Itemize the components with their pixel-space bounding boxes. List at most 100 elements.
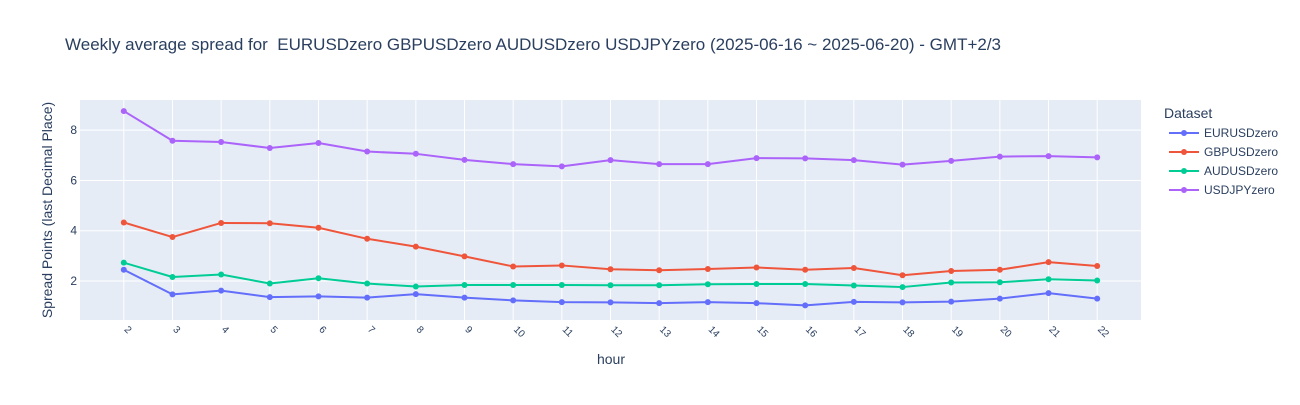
data-point[interactable] — [558, 163, 565, 170]
data-point[interactable] — [266, 220, 273, 227]
data-point[interactable] — [266, 145, 273, 152]
data-point[interactable] — [996, 153, 1003, 160]
data-point[interactable] — [315, 293, 322, 300]
data-point[interactable] — [169, 137, 176, 144]
data-point[interactable] — [607, 299, 614, 306]
data-point[interactable] — [1094, 277, 1101, 284]
data-point[interactable] — [461, 282, 468, 289]
legend-item-audusdzero[interactable]: AUDUSDzero — [1169, 164, 1278, 178]
data-point[interactable] — [607, 266, 614, 273]
data-point[interactable] — [169, 234, 176, 241]
data-point[interactable] — [704, 281, 711, 288]
data-point[interactable] — [558, 282, 565, 289]
x-tick-label: 19 — [949, 324, 965, 340]
data-point[interactable] — [412, 291, 419, 298]
data-point[interactable] — [1094, 262, 1101, 269]
data-point[interactable] — [120, 259, 127, 266]
data-point[interactable] — [607, 282, 614, 289]
data-point[interactable] — [120, 219, 127, 226]
data-point[interactable] — [412, 150, 419, 157]
data-point[interactable] — [1094, 154, 1101, 161]
legend[interactable]: Dataset EURUSDzero GBPUSDzero AUDUSDzero US… — [1164, 105, 1278, 197]
series-eurusdzero[interactable] — [120, 266, 1101, 309]
data-point[interactable] — [753, 281, 760, 288]
data-point[interactable] — [315, 275, 322, 282]
data-point[interactable] — [315, 139, 322, 146]
data-point[interactable] — [461, 156, 468, 163]
data-point[interactable] — [461, 294, 468, 301]
data-point[interactable] — [704, 161, 711, 168]
data-point[interactable] — [364, 280, 371, 287]
legend-item-gbpusdzero[interactable]: GBPUSDzero — [1169, 145, 1278, 159]
data-point[interactable] — [218, 219, 225, 226]
data-point[interactable] — [802, 155, 809, 162]
data-point[interactable] — [656, 161, 663, 168]
data-point[interactable] — [802, 281, 809, 288]
data-point[interactable] — [461, 253, 468, 260]
data-point[interactable] — [753, 300, 760, 307]
data-point[interactable] — [510, 282, 517, 289]
legend-marker — [1181, 168, 1187, 174]
data-point[interactable] — [364, 148, 371, 155]
data-point[interactable] — [899, 299, 906, 306]
data-point[interactable] — [850, 298, 857, 305]
data-point[interactable] — [412, 243, 419, 250]
data-point[interactable] — [558, 262, 565, 269]
data-point[interactable] — [1094, 295, 1101, 302]
series-gbpusdzero[interactable] — [120, 219, 1101, 279]
data-point[interactable] — [656, 267, 663, 274]
data-point[interactable] — [948, 279, 955, 286]
data-point[interactable] — [1045, 259, 1052, 266]
data-point[interactable] — [169, 274, 176, 281]
legend-title: Dataset — [1164, 105, 1212, 121]
legend-item-eurusdzero[interactable]: EURUSDzero — [1169, 126, 1278, 140]
data-point[interactable] — [850, 157, 857, 164]
x-tick-label: 22 — [1095, 324, 1111, 340]
data-point[interactable] — [948, 157, 955, 164]
series-usdjpyzero[interactable] — [120, 108, 1101, 170]
data-point[interactable] — [996, 266, 1003, 273]
data-point[interactable] — [802, 302, 809, 309]
data-point[interactable] — [510, 263, 517, 270]
data-point[interactable] — [120, 108, 127, 115]
data-point[interactable] — [899, 284, 906, 291]
data-point[interactable] — [704, 299, 711, 306]
data-point[interactable] — [266, 294, 273, 301]
data-point[interactable] — [218, 138, 225, 145]
data-point[interactable] — [607, 157, 614, 164]
legend-label: USDJPYzero — [1204, 183, 1275, 197]
data-point[interactable] — [802, 266, 809, 273]
x-tick-label: 18 — [900, 324, 916, 340]
data-point[interactable] — [412, 283, 419, 290]
data-point[interactable] — [120, 266, 127, 273]
data-point[interactable] — [266, 280, 273, 287]
legend-item-usdjpyzero[interactable]: USDJPYzero — [1169, 183, 1275, 197]
data-point[interactable] — [218, 271, 225, 278]
data-point[interactable] — [948, 267, 955, 274]
data-point[interactable] — [704, 265, 711, 272]
data-point[interactable] — [656, 300, 663, 307]
data-point[interactable] — [899, 272, 906, 279]
data-point[interactable] — [753, 155, 760, 162]
series-audusdzero[interactable] — [120, 259, 1101, 291]
data-point[interactable] — [315, 224, 322, 231]
data-point[interactable] — [364, 294, 371, 301]
data-point[interactable] — [996, 295, 1003, 302]
data-point[interactable] — [753, 264, 760, 271]
data-point[interactable] — [169, 291, 176, 298]
data-point[interactable] — [558, 299, 565, 306]
data-point[interactable] — [1045, 290, 1052, 297]
data-point[interactable] — [850, 264, 857, 271]
data-point[interactable] — [1045, 153, 1052, 160]
data-point[interactable] — [218, 287, 225, 294]
data-point[interactable] — [996, 279, 1003, 286]
data-point[interactable] — [364, 235, 371, 242]
data-point[interactable] — [510, 161, 517, 168]
data-point[interactable] — [1045, 276, 1052, 283]
data-point[interactable] — [899, 161, 906, 168]
data-point[interactable] — [656, 282, 663, 289]
data-point[interactable] — [510, 297, 517, 304]
data-point[interactable] — [850, 282, 857, 289]
data-point[interactable] — [948, 298, 955, 305]
